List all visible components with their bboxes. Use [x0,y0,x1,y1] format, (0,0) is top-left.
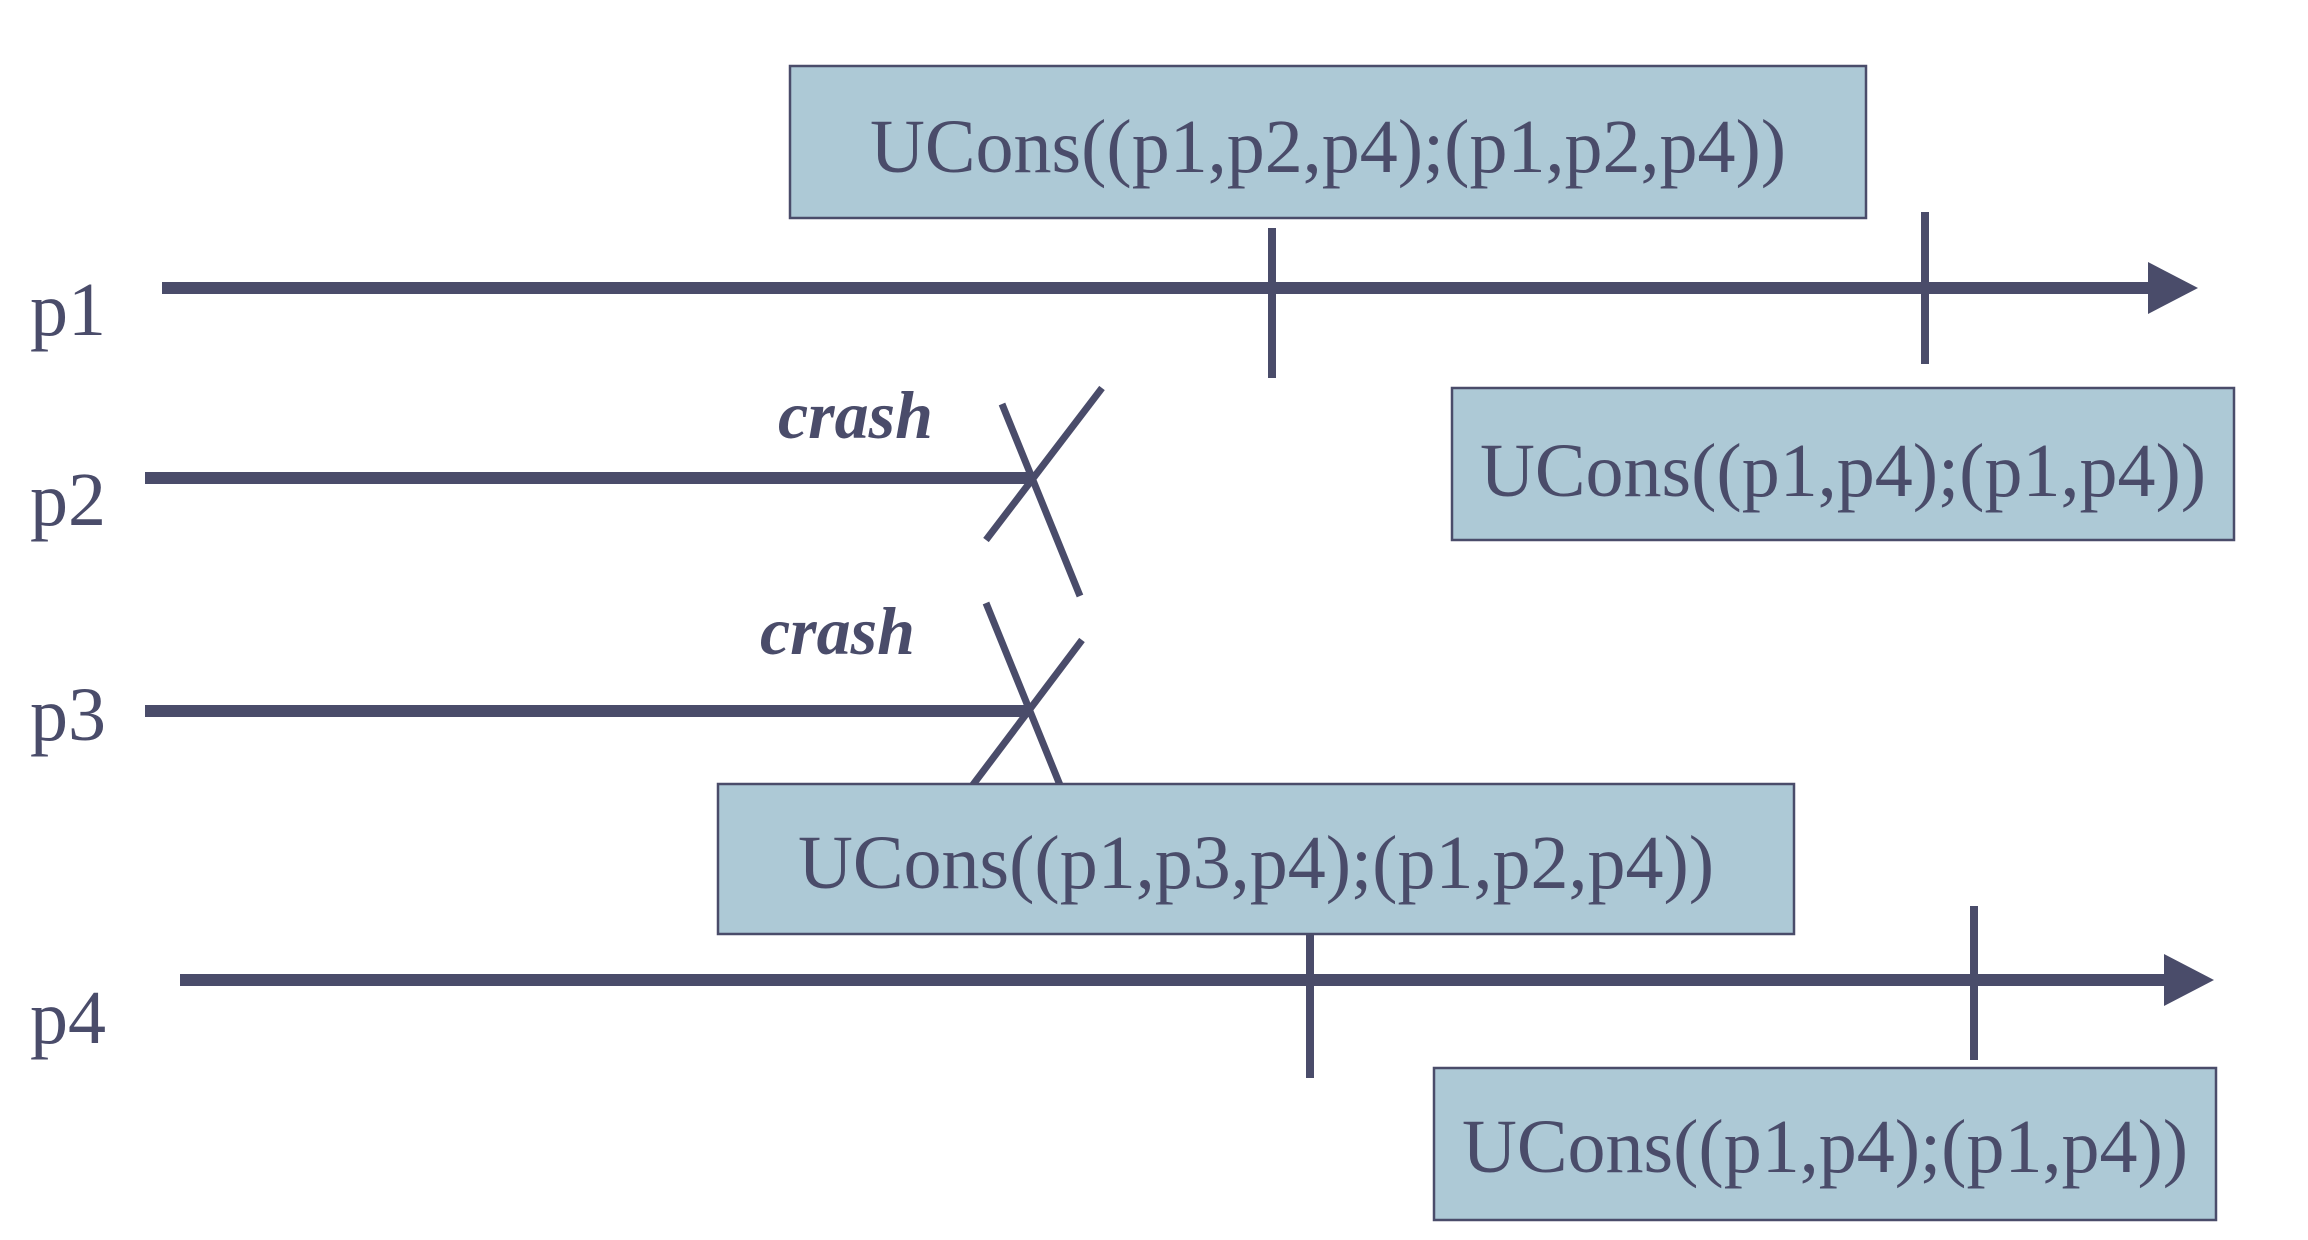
p2-crash-mark [983,385,1105,598]
ucons-box-p4-second: UCons((p1,p4);(p1,p4)) [1432,1066,2218,1222]
p1-arrowhead [2148,262,2198,314]
p4-arrowhead [2164,954,2214,1006]
p2-crash-label: crash [778,377,933,453]
p3-crash-label: crash [760,593,915,669]
p3-crash-mark [969,601,1085,792]
ucons-text-p4-first: UCons((p1,p3,p4);(p1,p2,p4)) [798,821,1714,905]
ucons-box-p1-first: UCons((p1,p2,p4);(p1,p2,p4)) [788,64,1868,220]
process-label-p3: p3 [30,673,106,757]
ucons-box-p4-first: UCons((p1,p3,p4);(p1,p2,p4)) [716,782,1796,936]
ucons-text-p1-second: UCons((p1,p4);(p1,p4)) [1480,429,2206,513]
process-label-p4: p4 [30,976,106,1060]
process-label-p1: p1 [30,268,106,352]
ucons-box-p1-second: UCons((p1,p4);(p1,p4)) [1450,386,2236,542]
process-label-p2: p2 [30,458,106,542]
ucons-text-p4-second: UCons((p1,p4);(p1,p4)) [1462,1105,2188,1189]
ucons-text-p1-first: UCons((p1,p2,p4);(p1,p2,p4)) [870,105,1786,189]
